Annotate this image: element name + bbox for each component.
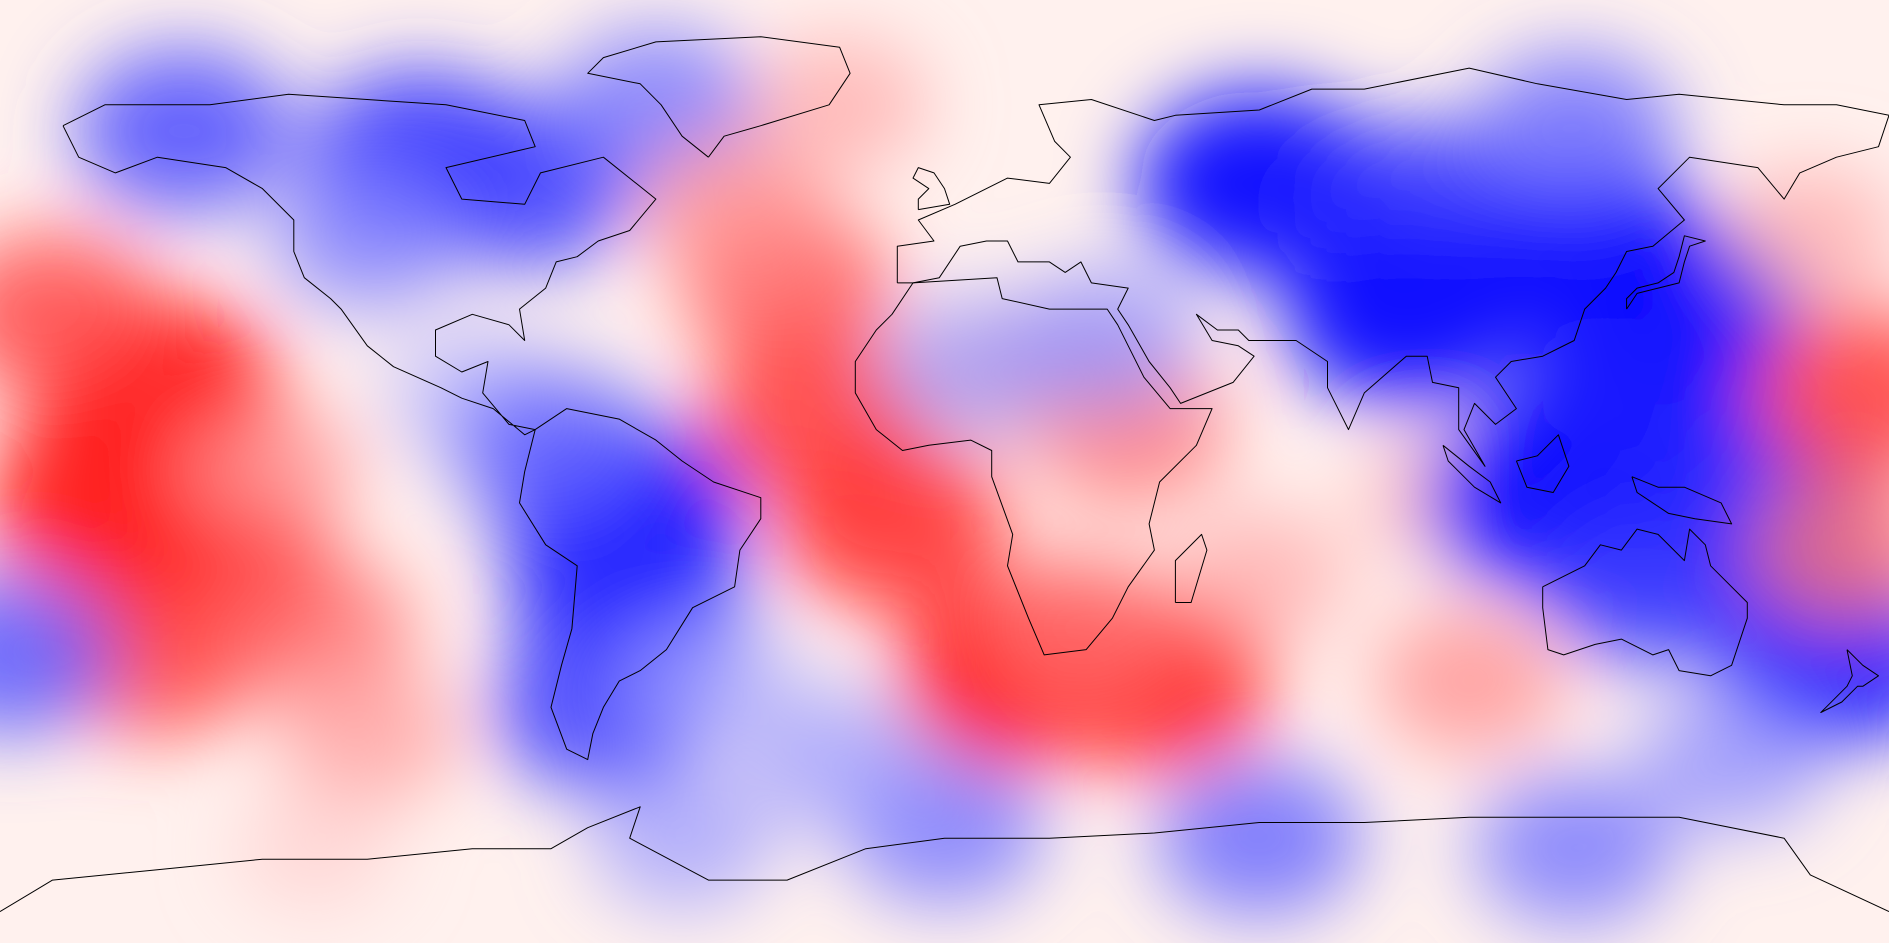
anomaly-blob-47	[1746, 473, 1889, 628]
anomaly-blob-53	[233, 785, 396, 912]
anomaly-blob-4	[48, 571, 266, 738]
coastline-new-guinea	[1631, 476, 1733, 525]
coastline-eurasia	[896, 67, 1889, 467]
coastline-new-zealand	[1820, 649, 1879, 713]
coastline-greenland	[587, 36, 851, 158]
coastline-sumatra	[1442, 444, 1502, 504]
anomaly-blob-50	[1156, 759, 1363, 918]
anomaly-blob-21	[778, 436, 1007, 611]
anomaly-blob-22	[639, 136, 830, 283]
coastline-south-america	[519, 408, 762, 761]
anomaly-blob-31	[1374, 608, 1564, 755]
coastline-borneo	[1515, 434, 1570, 493]
anomaly-blob-3	[0, 231, 161, 398]
anomaly-blob-54	[1636, 686, 1827, 833]
anomaly-blob-26	[975, 551, 1176, 706]
anomaly-blob-51	[1473, 771, 1675, 926]
anomaly-blob-6	[167, 398, 358, 545]
anomaly-blob-18	[269, 160, 465, 311]
anomaly-blob-34	[1284, 221, 1529, 408]
anomaly-blob-16	[75, 47, 293, 214]
anomaly-blob-29	[1170, 507, 1349, 646]
anomaly-blob-43	[878, 295, 1063, 438]
coastline-layer	[0, 36, 1889, 913]
anomaly-blob-23	[750, 35, 929, 174]
coastline-australia	[1542, 528, 1748, 677]
anomaly-blob-7	[275, 662, 460, 805]
anomaly-blob-55	[747, 688, 932, 831]
coastline-madagascar	[1174, 533, 1208, 603]
anomaly-blob-12	[447, 366, 654, 525]
anomaly-field-layer	[0, 27, 1889, 926]
coastline-japan	[1626, 235, 1706, 310]
coastline-africa	[854, 277, 1213, 656]
anomaly-blob-13	[619, 612, 798, 751]
coastline-great-britain	[912, 167, 951, 211]
anomaly-blob-52	[590, 767, 775, 910]
anomaly-blob-48	[1721, 166, 1889, 305]
anomaly-blob-45	[0, 573, 117, 736]
coastline-antarctica	[0, 806, 1889, 913]
anomaly-blob-41	[1471, 51, 1678, 210]
coastline-north-america	[62, 93, 657, 436]
anomaly-blob-46	[1751, 307, 1889, 478]
